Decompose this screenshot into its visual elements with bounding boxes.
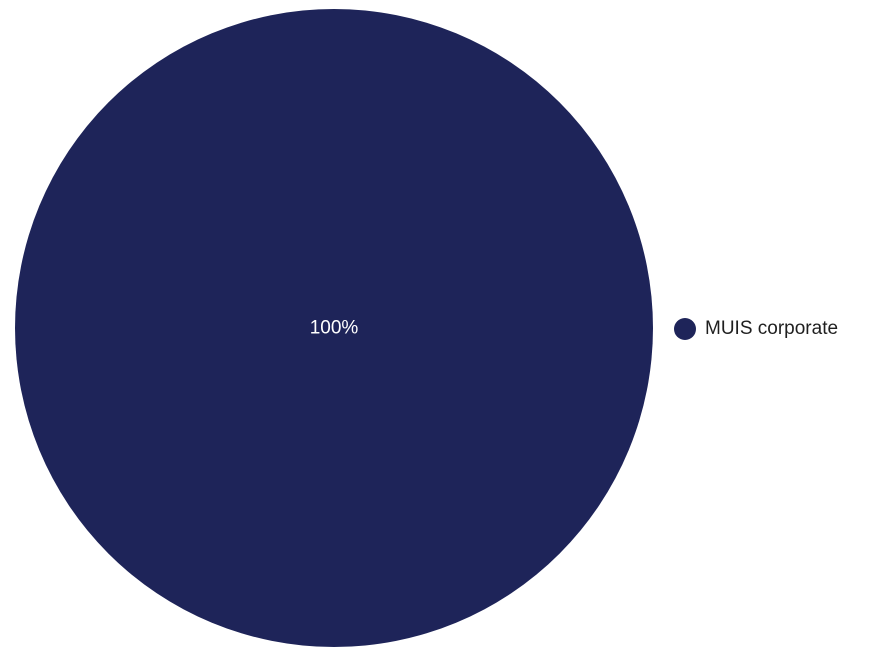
legend-label-muis-corporate: MUIS corporate bbox=[705, 318, 839, 339]
pie-slice-muis-corporate bbox=[15, 9, 653, 647]
data-label-muis-corporate: 100% bbox=[310, 318, 359, 339]
pie-data-labels: 100% bbox=[310, 318, 359, 339]
legend-swatch-muis-corporate bbox=[674, 318, 696, 340]
pie-slices bbox=[15, 9, 653, 647]
chart-legend: MUIS corporate bbox=[674, 316, 838, 342]
